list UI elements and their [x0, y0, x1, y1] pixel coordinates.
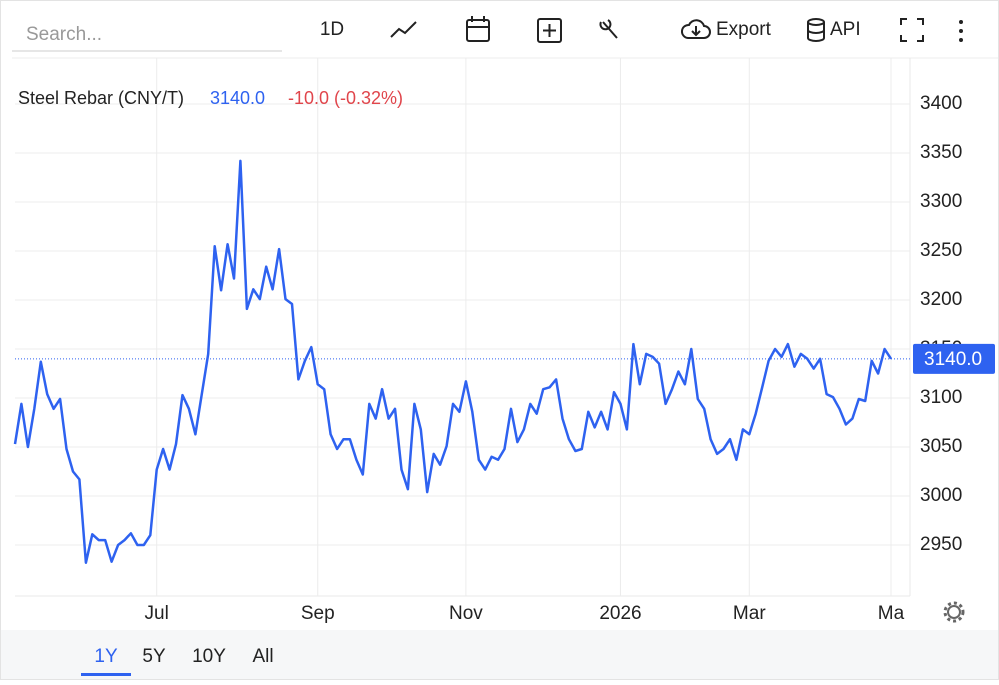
y-tick-label: 3000	[920, 485, 962, 506]
export-icon	[681, 19, 711, 39]
x-tick-label: Mar	[733, 603, 766, 624]
range-button[interactable]: 5Y	[142, 646, 166, 667]
range-selected-underline	[81, 673, 131, 676]
x-tick-label: Ma	[878, 603, 905, 624]
last-price: 3140.0	[210, 88, 265, 108]
x-tick-label: Nov	[449, 603, 483, 624]
interval-button[interactable]: 1D	[320, 19, 344, 40]
x-tick-label: Sep	[301, 603, 335, 624]
search-input[interactable]: Search...	[26, 24, 102, 45]
chart-type-button[interactable]	[390, 21, 417, 38]
menu-button[interactable]	[959, 20, 963, 42]
last-price-tag-label: 3140.0	[924, 349, 982, 370]
price-change: -10.0 (-0.32%)	[288, 88, 403, 108]
range-button[interactable]: 1Y	[94, 646, 118, 667]
x-tick-label: 2026	[599, 603, 641, 624]
plot	[13, 58, 912, 596]
y-tick-label: 3350	[920, 142, 962, 163]
calendar-button[interactable]	[466, 16, 490, 42]
fullscreen-button[interactable]	[900, 18, 924, 42]
y-tick-label: 3100	[920, 387, 962, 408]
x-tick-label: Jul	[145, 603, 169, 624]
y-tick-label: 3250	[920, 240, 962, 261]
range-button[interactable]: 10Y	[192, 646, 226, 667]
chart-title: Steel Rebar (CNY/T)	[18, 88, 184, 108]
range-buttons: 1Y 5Y 10Y All	[81, 646, 274, 676]
y-tick-label: 3200	[920, 289, 962, 310]
settings-button[interactable]	[943, 601, 965, 623]
export-button[interactable]: Export	[716, 19, 772, 40]
y-tick-label: 2950	[920, 534, 962, 555]
range-bar	[1, 630, 998, 679]
api-icon	[807, 18, 825, 42]
y-tick-label: 3300	[920, 191, 962, 212]
api-button[interactable]: API	[830, 19, 861, 40]
add-button[interactable]	[537, 18, 562, 43]
last-price-tag	[913, 343, 995, 374]
tools-button[interactable]	[599, 19, 618, 39]
range-button[interactable]: All	[252, 646, 273, 667]
y-tick-label: 3400	[920, 93, 962, 114]
price-line	[13, 159, 893, 564]
y-tick-label: 3050	[920, 436, 962, 457]
